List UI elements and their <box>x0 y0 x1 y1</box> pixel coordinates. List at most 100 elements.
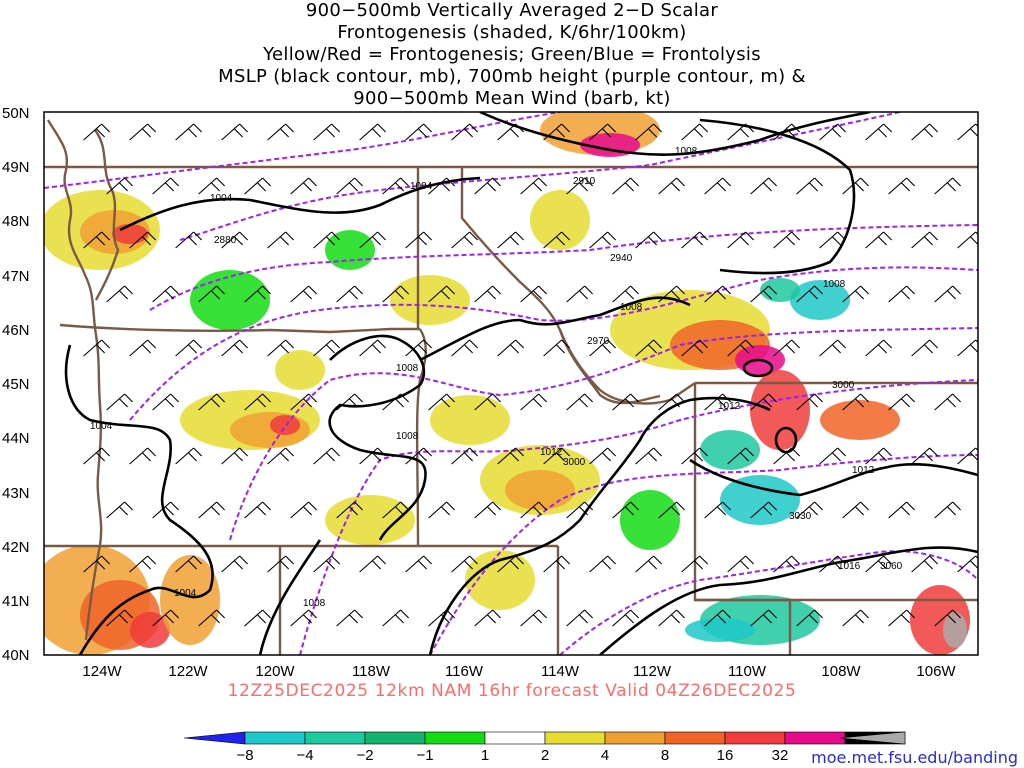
shading-patch <box>790 280 850 320</box>
mslp-contour-line <box>258 539 322 655</box>
lat-label: 48N <box>2 213 30 230</box>
wind-barb <box>865 123 893 141</box>
wind-barb <box>796 609 824 627</box>
wind-barb <box>566 501 594 519</box>
mslp-closed-contour <box>742 358 774 378</box>
wind-barb <box>451 123 479 141</box>
wind-barb <box>175 231 203 249</box>
lat-label: 44N <box>2 430 30 447</box>
source-credit[interactable]: moe.met.fsu.edu/banding <box>811 748 1018 767</box>
height-contour-line <box>299 379 978 655</box>
colorbar-bin <box>724 731 786 745</box>
mslp-label: 1004 <box>90 421 113 432</box>
wind-barb <box>589 447 617 465</box>
mslp-contour-line <box>479 112 871 156</box>
wind-barb <box>520 501 548 519</box>
mslp-contour-line <box>328 334 427 541</box>
wind-barb <box>198 501 226 519</box>
snake-river <box>558 329 661 405</box>
wind-barb <box>428 177 456 195</box>
wind-barb <box>842 393 870 411</box>
wind-barb <box>129 339 157 357</box>
shading-patch <box>720 475 800 525</box>
wind-barb <box>313 555 341 573</box>
wind-barb <box>129 123 157 141</box>
colorbar-label: 32 <box>772 747 789 764</box>
shading-patch <box>430 395 510 445</box>
lat-label: 42N <box>2 539 30 556</box>
wind-barb <box>750 393 778 411</box>
shading-patch <box>750 370 810 450</box>
colorbar-bin <box>784 731 846 745</box>
wind-barb <box>704 177 732 195</box>
wind-barb <box>819 123 847 141</box>
wind-barb <box>106 285 134 303</box>
wind-barb <box>727 447 755 465</box>
shading-patch <box>190 270 270 330</box>
mslp-contour-line <box>119 176 481 232</box>
wind-barb <box>773 339 801 357</box>
wind-barb <box>267 339 295 357</box>
shading-patch <box>685 618 755 642</box>
shading-patch <box>530 190 590 250</box>
wind-barb <box>336 393 364 411</box>
wind-barb <box>681 447 709 465</box>
wind-barb <box>359 339 387 357</box>
wind-barb <box>865 555 893 573</box>
wind-barb <box>911 339 939 357</box>
wind-barb <box>244 501 272 519</box>
wind-barb <box>727 339 755 357</box>
wind-barb <box>842 501 870 519</box>
wind-barb <box>981 502 1007 518</box>
wind-barb <box>175 555 203 573</box>
wind-barb <box>405 339 433 357</box>
mslp-label: 1004 <box>410 181 433 192</box>
mslp-label: 1016 <box>838 561 861 572</box>
colorbar-label: −1 <box>416 747 433 764</box>
wind-barb <box>888 393 916 411</box>
height-label: 3000 <box>563 457 586 468</box>
height-label: 2910 <box>573 176 596 187</box>
wind-barb <box>198 393 226 411</box>
lon-label: 116W <box>445 663 484 680</box>
lat-label: 40N <box>2 647 30 664</box>
wind-barb <box>83 339 111 357</box>
colorbar-bin <box>544 731 606 745</box>
colorbar-bin <box>664 731 726 745</box>
wind-barb <box>497 231 525 249</box>
height-contour-line <box>229 327 978 541</box>
wind-barb <box>451 447 479 465</box>
mslp-contour-line <box>689 458 978 497</box>
wind-barb <box>290 501 318 519</box>
wind-barb <box>543 123 571 141</box>
wind-barb <box>244 285 272 303</box>
wind-barb <box>221 123 249 141</box>
wind-barb <box>497 123 525 141</box>
wind-barb <box>313 447 341 465</box>
wind-barb <box>152 393 180 411</box>
wind-barb <box>612 285 640 303</box>
wind-barb <box>152 285 180 303</box>
colorbar-bin <box>244 731 306 745</box>
plot-frame <box>43 111 979 656</box>
height-label: 2970 <box>587 336 610 347</box>
mslp-label: 1004 <box>210 193 233 204</box>
wind-barb <box>681 231 709 249</box>
wind-barb <box>842 177 870 195</box>
shading-patch <box>325 230 375 270</box>
wind-barb <box>681 339 709 357</box>
wind-barb <box>658 285 686 303</box>
lon-label: 112W <box>633 663 672 680</box>
wind-barb <box>520 609 548 627</box>
wind-barb <box>520 177 548 195</box>
mslp-contour-line <box>428 396 771 655</box>
wind-barb <box>704 501 732 519</box>
wind-barb <box>543 555 571 573</box>
wind-barb <box>543 447 571 465</box>
wind-barb <box>129 555 157 573</box>
title-line: MSLP (black contour, mb), 700mb height (… <box>218 66 806 87</box>
wind-barb <box>981 394 1007 410</box>
wind-barb <box>612 393 640 411</box>
lat-label: 46N <box>2 322 30 339</box>
